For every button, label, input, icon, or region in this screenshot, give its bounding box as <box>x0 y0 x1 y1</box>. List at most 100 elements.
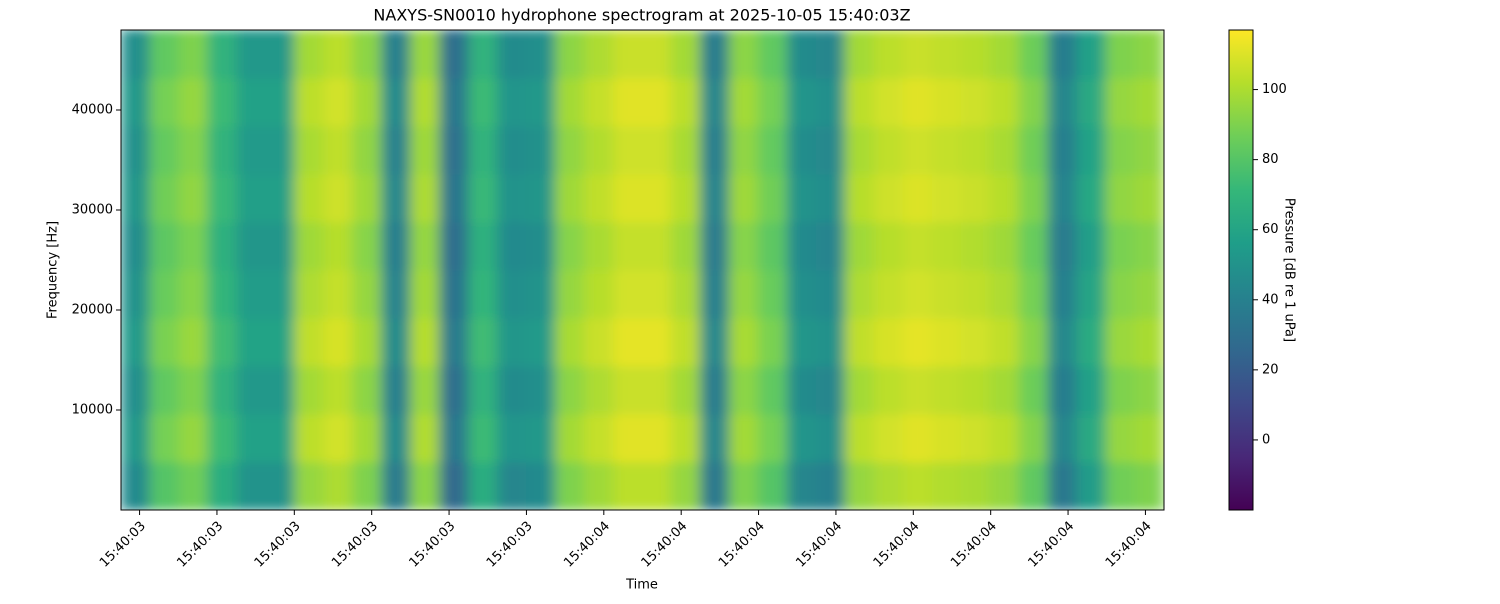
heat-cell <box>670 77 701 127</box>
heat-cell <box>902 30 933 79</box>
heat-cell <box>294 221 325 271</box>
heat-cell <box>410 461 441 510</box>
heat-cell <box>815 173 846 223</box>
heat-cell <box>468 30 499 79</box>
heat-cell <box>844 77 875 127</box>
heat-cell <box>931 365 962 415</box>
heat-cell <box>873 125 904 175</box>
heat-cell <box>121 125 151 175</box>
x-tick-label: 15:40:04 <box>1025 519 1077 571</box>
heat-cell <box>815 221 846 271</box>
heat-cell <box>613 461 643 510</box>
heat-cell <box>294 269 325 319</box>
heat-cell <box>873 77 904 127</box>
heat-cell <box>757 221 788 271</box>
heat-cell <box>265 125 296 175</box>
heat-cell <box>526 125 557 175</box>
heat-cell <box>1076 317 1107 367</box>
heat-cell <box>786 30 817 79</box>
heat-cell <box>1105 173 1136 223</box>
heat-cell <box>815 413 846 463</box>
heat-cell <box>873 269 904 319</box>
heat-cell <box>236 317 267 367</box>
y-axis-label: Frequency [Hz] <box>46 221 61 319</box>
heat-cell <box>931 221 962 271</box>
heat-cell <box>613 173 643 223</box>
heat-cell <box>584 365 615 415</box>
heat-cell <box>526 269 557 319</box>
heat-cell <box>149 269 180 319</box>
heat-cell <box>149 365 180 415</box>
heat-cell <box>555 221 586 271</box>
heat-cell <box>1134 413 1164 463</box>
heat-cell <box>352 269 383 319</box>
heat-cell <box>323 173 354 223</box>
heat-cell <box>960 269 991 319</box>
heatmap <box>121 30 1164 510</box>
heat-cell <box>989 461 1020 510</box>
heat-cell <box>1105 413 1136 463</box>
heat-cell <box>381 269 412 319</box>
heat-cell <box>960 30 991 79</box>
heat-cell <box>670 413 701 463</box>
heat-cell <box>613 221 643 271</box>
heat-cell <box>989 173 1020 223</box>
heat-cell <box>1047 317 1078 367</box>
heat-cell <box>121 365 151 415</box>
heat-cell <box>960 221 991 271</box>
heat-cell <box>1018 77 1049 127</box>
heat-cell <box>699 77 730 127</box>
heat-cell <box>728 125 759 175</box>
heat-cell <box>931 77 962 127</box>
heat-cell <box>149 413 180 463</box>
heat-cell <box>526 221 557 271</box>
heat-cell <box>642 461 672 510</box>
heat-cell <box>294 365 325 415</box>
heat-cell <box>584 221 615 271</box>
heat-cell <box>236 125 267 175</box>
x-tick-label: 15:40:04 <box>793 519 845 571</box>
colorbar-tick-label: 80 <box>1262 152 1279 167</box>
heat-cell <box>294 317 325 367</box>
heat-cell <box>294 77 325 127</box>
heat-cell <box>207 77 238 127</box>
heat-cell <box>642 365 672 415</box>
heat-cell <box>410 173 441 223</box>
colorbar-tick-label: 60 <box>1262 222 1279 237</box>
heat-cell <box>1018 173 1049 223</box>
heat-cell <box>757 77 788 127</box>
heat-cell <box>699 317 730 367</box>
heat-cell <box>439 413 470 463</box>
heat-cell <box>584 269 615 319</box>
heat-cell <box>178 413 209 463</box>
heat-cell <box>468 173 499 223</box>
heat-cell <box>149 30 180 79</box>
heat-cell <box>873 173 904 223</box>
heat-cell <box>265 317 296 367</box>
heat-cell <box>236 77 267 127</box>
heat-cell <box>294 30 325 79</box>
heat-cell <box>1018 461 1049 510</box>
heat-cell <box>670 365 701 415</box>
heat-cell <box>1047 365 1078 415</box>
heat-cell <box>757 269 788 319</box>
heat-cell <box>1076 77 1107 127</box>
heat-cell <box>497 413 528 463</box>
heat-cell <box>873 30 904 79</box>
heat-cell <box>960 365 991 415</box>
heat-cell <box>121 269 151 319</box>
heat-cell <box>410 269 441 319</box>
heat-cell <box>1047 461 1078 510</box>
heat-cell <box>323 461 354 510</box>
heat-cell <box>410 77 441 127</box>
heat-cell <box>555 413 586 463</box>
heat-cell <box>178 461 209 510</box>
heat-cell <box>1105 125 1136 175</box>
heat-cell <box>1134 365 1164 415</box>
heat-cell <box>613 413 643 463</box>
heat-cell <box>555 365 586 415</box>
heat-cell <box>1076 173 1107 223</box>
x-tick-label: 15:40:04 <box>716 519 768 571</box>
heat-cell <box>989 269 1020 319</box>
heat-cell <box>265 221 296 271</box>
